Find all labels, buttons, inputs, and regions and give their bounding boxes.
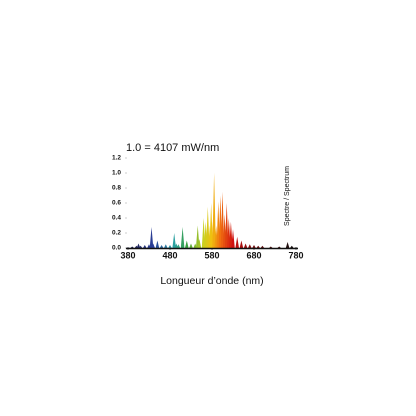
spectrum-peak [224, 203, 229, 248]
x-axis-label: Longueur d’onde (nm) [160, 275, 263, 287]
spectrum-peak [197, 239, 202, 248]
spectrum-peak [260, 245, 265, 248]
spectrum-peak [180, 227, 185, 248]
spectrum-peak [130, 246, 134, 248]
spectrum-peak [206, 206, 210, 248]
y-tick-label: 0.0 [112, 245, 121, 252]
spectrum-peak [277, 246, 281, 248]
spectrum-peak [136, 243, 141, 248]
y-tick-label: 0.6 [112, 200, 121, 207]
x-tick-label: 580 [204, 250, 219, 260]
spectrum-peak [172, 233, 176, 248]
spectrum-peak [185, 240, 189, 248]
spectrum-peak [269, 246, 273, 248]
spectrum-peak [155, 240, 160, 248]
spectrum-peak [220, 191, 225, 248]
y-tick-label: 1.0 [112, 170, 121, 177]
spectrum-peak [195, 225, 200, 248]
spectrum-peak [189, 243, 193, 248]
chart-title: 1.0 = 4107 mW/nm [126, 142, 219, 154]
y-tick-label: 0.2 [112, 230, 121, 237]
spectrum-peak [256, 245, 260, 248]
y-tick-label: 0.8 [112, 185, 121, 192]
spectrum-peak [252, 245, 256, 248]
y-tick-label: 0.4 [112, 215, 121, 222]
spectrum-peak [212, 173, 216, 248]
spectrum-peak [168, 245, 172, 248]
spectrum-peak [229, 221, 233, 248]
spectrum-peak [143, 245, 147, 248]
spectrum-peak [176, 244, 181, 248]
x-tick-label: 380 [120, 250, 135, 260]
x-tick-label: 480 [162, 250, 177, 260]
spectrum-peak [138, 245, 143, 248]
x-tick-label: 680 [246, 250, 261, 260]
x-tick-label: 780 [288, 250, 303, 260]
spectrum-peak [164, 244, 168, 248]
spectrum-peak [151, 243, 155, 248]
y-axis-label: Spectre / Spectrum [284, 166, 291, 226]
spectrum-peak [159, 245, 164, 248]
spectrum-peak [248, 244, 252, 248]
spectrum-peak [285, 242, 290, 248]
spectrum-peak [149, 227, 154, 248]
spectrum-peak [243, 243, 248, 248]
spectrum-peak [290, 245, 294, 248]
spectrum-peak [239, 240, 244, 248]
y-tick-label: 1.2 [112, 155, 121, 162]
spectrum-peak [235, 236, 239, 248]
spectrum-peak [231, 229, 235, 248]
